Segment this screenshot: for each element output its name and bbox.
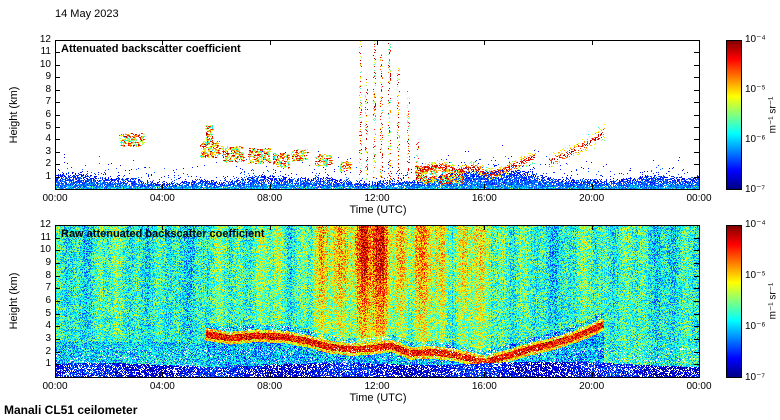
y-tick-label: 5 (45, 307, 51, 319)
y-tick-label: 1 (45, 358, 51, 370)
y-tick-label: 6 (45, 295, 51, 306)
y-axis-label-top: Height (km) (7, 86, 20, 144)
x-tick-label: 00:00 (42, 381, 68, 392)
x-tick-label: 16:00 (471, 193, 497, 204)
y-tick-label: 10 (39, 244, 51, 256)
y-tick-label: 7 (45, 96, 51, 108)
y-tick-label: 6 (45, 108, 51, 120)
colorbar-tick-label: 10⁻⁷ (745, 372, 766, 383)
y-tick-label: 8 (45, 83, 51, 95)
x-tick-label: 12:00 (364, 193, 390, 204)
x-tick-label: 04:00 (149, 381, 175, 392)
y-tick-label: 11 (40, 46, 51, 58)
colorbar-unit-bottom: m⁻¹ sr⁻¹ (767, 282, 779, 320)
x-tick-label: 08:00 (257, 193, 283, 204)
x-tick-label: 08:00 (257, 381, 283, 392)
x-tick-label: 16:00 (471, 381, 497, 392)
y-tick-label: 10 (39, 58, 51, 70)
x-tick-label: 20:00 (579, 193, 605, 204)
colorbar-bottom (726, 225, 742, 378)
date-label: 14 May 2023 (55, 8, 119, 20)
y-tick-label: 3 (45, 333, 51, 344)
y-tick-label: 4 (45, 320, 51, 332)
y-tick-label: 2 (45, 345, 51, 357)
colorbar-tick-label: 10⁻⁴ (745, 34, 766, 45)
colorbar-tick-label: 10⁻⁶ (745, 134, 766, 145)
panel-title-bottom: Raw attenuated backscatter coefficient (61, 228, 265, 240)
y-tick-label: 12 (39, 34, 51, 45)
y-tick-label: 2 (45, 158, 51, 170)
colorbar-top (726, 40, 742, 190)
y-tick-label: 4 (45, 133, 51, 145)
y-tick-label: 3 (45, 145, 51, 157)
heatmap-canvas-top (55, 40, 700, 190)
y-tick-label: 5 (45, 120, 51, 132)
panel-title-top: Attenuated backscatter coefficient (61, 43, 241, 55)
x-tick-label: 12:00 (364, 381, 390, 392)
colorbar-unit-top: m⁻¹ sr⁻¹ (767, 96, 779, 134)
colorbar-tick-label: 10⁻⁶ (745, 321, 766, 332)
instrument-label: Manali CL51 ceilometer (4, 403, 138, 417)
colorbar-tick-label: 10⁻⁴ (745, 219, 766, 230)
y-tick-label: 1 (45, 170, 51, 182)
x-axis-label-bottom: Time (UTC) (349, 392, 407, 404)
x-tick-label: 20:00 (579, 381, 605, 392)
heatmap-canvas-bottom (55, 225, 700, 378)
y-tick-label: 7 (45, 282, 51, 294)
y-tick-label: 9 (45, 257, 51, 268)
y-tick-label: 9 (45, 71, 51, 83)
x-tick-label: 00:00 (42, 193, 68, 204)
x-tick-label: 04:00 (149, 193, 175, 204)
y-axis-label-bottom: Height (km) (7, 272, 20, 330)
x-tick-label: 00:00 (686, 193, 712, 204)
x-tick-label: 00:00 (686, 381, 712, 392)
y-tick-label: 8 (45, 269, 51, 281)
y-tick-label: 12 (39, 219, 51, 230)
colorbar-tick-label: 10⁻⁷ (745, 184, 766, 195)
y-tick-label: 11 (40, 231, 51, 243)
colorbar-tick-label: 10⁻⁵ (745, 84, 766, 95)
x-axis-label-top: Time (UTC) (349, 204, 407, 216)
colorbar-tick-label: 10⁻⁵ (745, 270, 766, 281)
